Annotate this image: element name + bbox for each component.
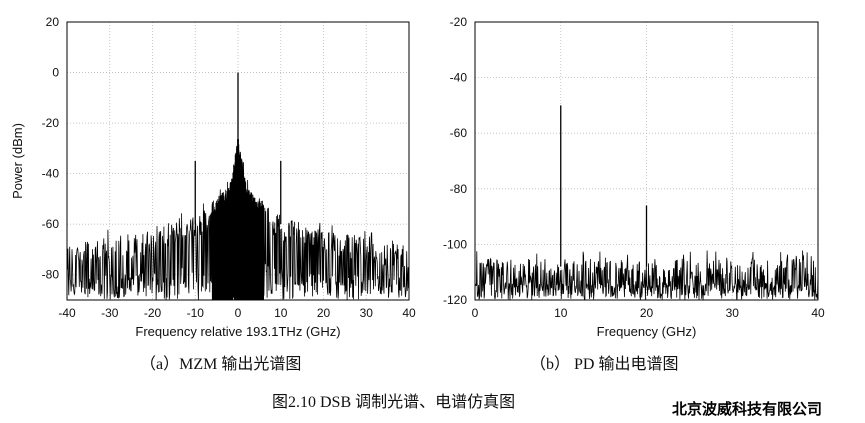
y-tick-label: 20 [46,15,60,29]
y-tick-label: -20 [42,116,60,130]
y-tick-label: -100 [443,237,467,251]
y-tick-label: -60 [450,126,468,140]
x-axis-label: Frequency relative 193.1THz (GHz) [135,324,340,339]
watermark: 北京波威科技有限公司 [672,400,823,418]
plot-frame [66,21,410,301]
caption-b: （b） PD 输出电谱图 [530,356,679,373]
chart-a: -40 -30 -20 -10 0 10 20 30 40 20 0 -20 -40 -60 -80 Freq… [10,15,416,339]
y-tick-label: -80 [450,182,468,196]
y-tick-label: -40 [450,71,468,85]
x-tick-label: 10 [274,306,288,320]
x-tick-label: 0 [235,306,242,320]
x-tick-label: 20 [640,306,654,320]
x-tick-label: 40 [811,306,825,320]
center-trace [211,138,264,301]
x-tick-label: 20 [317,306,331,320]
x-tick-label: 40 [402,306,416,320]
x-tick-label: -20 [144,306,162,320]
x-tick-label: 30 [360,306,374,320]
x-tick-label: -10 [187,306,205,320]
plot-frame [474,21,819,301]
y-tick-label: -60 [42,217,60,231]
x-tick-label: 30 [726,306,740,320]
x-tick-label: 0 [472,306,479,320]
y-tick-label: -120 [443,293,467,307]
x-tick-label: -40 [58,306,76,320]
caption-a: （a）MZM 输出光谱图 [140,356,302,373]
x-tick-label: -30 [101,306,119,320]
x-tick-label: 10 [554,306,568,320]
x-axis-label: Frequency (GHz) [597,324,697,339]
figure-caption: 图2.10 DSB 调制光谱、电谱仿真图 [272,394,516,411]
y-tick-label: -40 [42,167,60,181]
noise-trace [474,250,819,301]
y-tick-label: 0 [52,66,59,80]
chart-b: 0 10 20 30 40 -20 -40 -60 -80 -100 -120 Frequency (… [443,15,825,339]
y-tick-label: -80 [42,268,60,282]
y-axis-label: Power (dBm) [10,123,25,199]
y-tick-label: -20 [450,15,468,29]
